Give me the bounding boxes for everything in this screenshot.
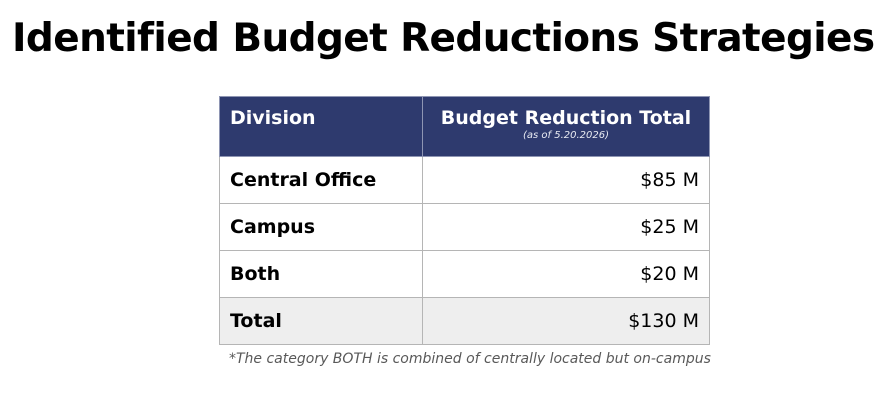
table-row: Campus $25 M [219, 203, 710, 251]
budget-reductions-table: Division Budget Reduction Total (as of 5… [219, 96, 710, 345]
header-total-label: Budget Reduction Total [440, 107, 692, 129]
row-amount-campus: $25 M [422, 203, 710, 251]
footnote: *The category BOTH is combined of centra… [229, 351, 711, 367]
total-label: Total [219, 297, 423, 345]
header-budget-reduction-total: Budget Reduction Total (as of 5.20.2026) [422, 96, 710, 157]
total-amount: $130 M [422, 297, 710, 345]
header-division: Division [219, 96, 423, 157]
table-row: Central Office $85 M [219, 156, 710, 204]
page-title: Identified Budget Reductions Strategies [12, 16, 875, 61]
row-division-both: Both [219, 250, 423, 298]
row-division-campus: Campus [219, 203, 423, 251]
row-amount-central-office: $85 M [422, 156, 710, 204]
table-total-row: Total $130 M [219, 297, 710, 345]
header-total-date-note: (as of 5.20.2026) [522, 130, 610, 141]
row-amount-both: $20 M [422, 250, 710, 298]
row-division-central-office: Central Office [219, 156, 423, 204]
table-header-row: Division Budget Reduction Total (as of 5… [219, 96, 710, 157]
table-row: Both $20 M [219, 250, 710, 298]
